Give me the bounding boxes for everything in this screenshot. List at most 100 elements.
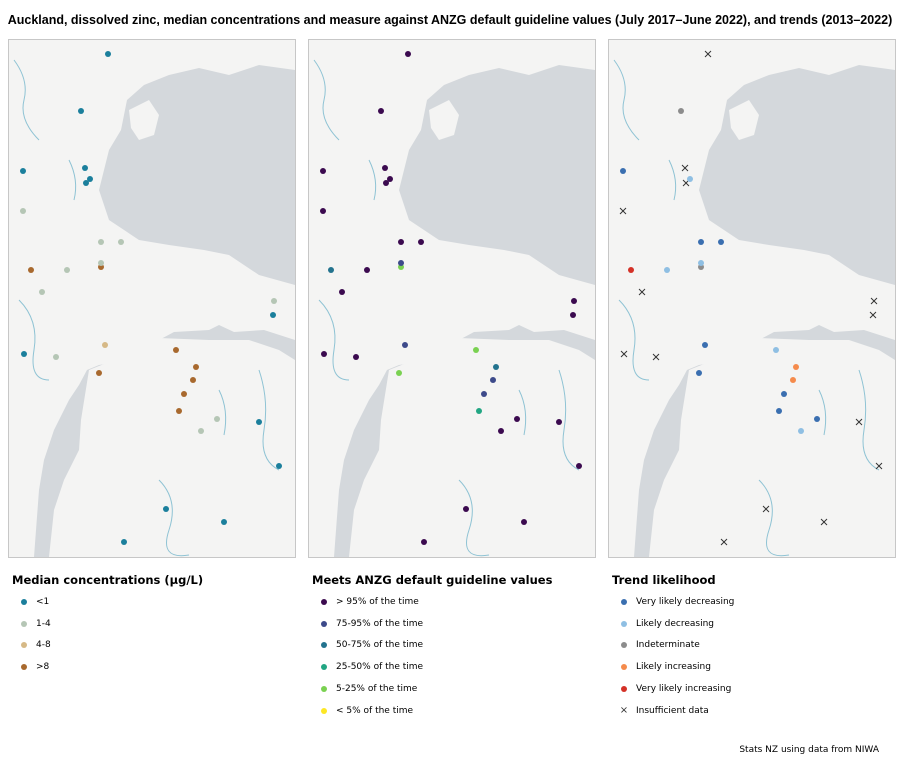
site-marker[interactable]: [270, 312, 276, 318]
site-marker[interactable]: [696, 370, 702, 376]
site-marker-insufficient-data[interactable]: [820, 518, 828, 526]
site-marker[interactable]: [678, 108, 684, 114]
site-marker[interactable]: [664, 267, 670, 273]
site-marker[interactable]: [78, 108, 84, 114]
site-marker[interactable]: [418, 239, 424, 245]
site-marker[interactable]: [163, 506, 169, 512]
site-marker[interactable]: [383, 180, 389, 186]
site-marker[interactable]: [398, 239, 404, 245]
dot-icon: [621, 642, 627, 649]
site-marker[interactable]: [98, 239, 104, 245]
site-marker[interactable]: [463, 506, 469, 512]
site-marker[interactable]: [421, 539, 427, 545]
site-marker-insufficient-data[interactable]: [638, 288, 646, 296]
site-marker[interactable]: [181, 391, 187, 397]
site-marker[interactable]: [82, 165, 88, 171]
site-marker[interactable]: [387, 176, 393, 182]
site-marker[interactable]: [493, 364, 499, 370]
site-marker[interactable]: [221, 519, 227, 525]
site-marker[interactable]: [214, 416, 220, 422]
site-marker[interactable]: [96, 370, 102, 376]
site-marker[interactable]: [353, 354, 359, 360]
site-marker[interactable]: [173, 347, 179, 353]
site-marker[interactable]: [190, 377, 196, 383]
site-marker[interactable]: [64, 267, 70, 273]
site-marker[interactable]: [256, 419, 262, 425]
site-marker[interactable]: [698, 260, 704, 266]
site-marker[interactable]: [321, 351, 327, 357]
site-marker[interactable]: [121, 539, 127, 545]
site-marker-insufficient-data[interactable]: [875, 462, 883, 470]
site-marker-insufficient-data[interactable]: [619, 207, 627, 215]
site-marker[interactable]: [118, 239, 124, 245]
site-marker[interactable]: [83, 180, 89, 186]
site-marker[interactable]: [276, 463, 282, 469]
site-marker[interactable]: [473, 347, 479, 353]
site-marker[interactable]: [793, 364, 799, 370]
site-marker[interactable]: [702, 342, 708, 348]
site-marker[interactable]: [773, 347, 779, 353]
site-marker[interactable]: [396, 370, 402, 376]
site-marker[interactable]: [20, 168, 26, 174]
site-marker[interactable]: [798, 428, 804, 434]
site-marker[interactable]: [402, 342, 408, 348]
site-marker-insufficient-data[interactable]: [855, 418, 863, 426]
site-marker[interactable]: [718, 239, 724, 245]
site-marker[interactable]: [790, 377, 796, 383]
map-panel-trend[interactable]: [608, 39, 896, 558]
site-marker-insufficient-data[interactable]: [870, 297, 878, 305]
site-marker-insufficient-data[interactable]: [720, 538, 728, 546]
site-marker[interactable]: [776, 408, 782, 414]
site-marker-insufficient-data[interactable]: [652, 353, 660, 361]
site-marker[interactable]: [98, 260, 104, 266]
site-marker[interactable]: [105, 51, 111, 57]
legend-item: < 5% of the time: [312, 700, 552, 722]
site-marker[interactable]: [102, 342, 108, 348]
site-marker-insufficient-data[interactable]: [681, 164, 689, 172]
site-marker[interactable]: [20, 208, 26, 214]
site-marker[interactable]: [378, 108, 384, 114]
site-marker[interactable]: [198, 428, 204, 434]
site-marker[interactable]: [398, 260, 404, 266]
site-marker[interactable]: [570, 312, 576, 318]
legend-item: Likely increasing: [612, 656, 734, 678]
site-marker[interactable]: [476, 408, 482, 414]
site-marker[interactable]: [628, 267, 634, 273]
site-marker[interactable]: [514, 416, 520, 422]
dot-marker-icon: [612, 642, 636, 649]
site-marker[interactable]: [176, 408, 182, 414]
site-marker[interactable]: [39, 289, 45, 295]
map-panel-guideline[interactable]: [308, 39, 596, 558]
site-marker[interactable]: [271, 298, 277, 304]
site-marker-insufficient-data[interactable]: [704, 50, 712, 58]
site-marker[interactable]: [687, 176, 693, 182]
site-marker[interactable]: [328, 267, 334, 273]
site-marker[interactable]: [814, 416, 820, 422]
site-marker[interactable]: [490, 377, 496, 383]
site-marker-insufficient-data[interactable]: [762, 505, 770, 513]
site-marker[interactable]: [320, 208, 326, 214]
site-marker[interactable]: [53, 354, 59, 360]
site-marker[interactable]: [193, 364, 199, 370]
site-marker[interactable]: [521, 519, 527, 525]
site-marker[interactable]: [698, 239, 704, 245]
site-marker[interactable]: [320, 168, 326, 174]
site-marker[interactable]: [576, 463, 582, 469]
site-marker[interactable]: [498, 428, 504, 434]
site-marker[interactable]: [571, 298, 577, 304]
site-marker[interactable]: [382, 165, 388, 171]
map-panel-median[interactable]: [8, 39, 296, 558]
site-marker[interactable]: [339, 289, 345, 295]
site-marker[interactable]: [620, 168, 626, 174]
legend-item: <1: [12, 591, 203, 613]
site-marker-insufficient-data[interactable]: [620, 350, 628, 358]
site-marker-insufficient-data[interactable]: [869, 311, 877, 319]
site-marker[interactable]: [21, 351, 27, 357]
site-marker[interactable]: [781, 391, 787, 397]
site-marker[interactable]: [556, 419, 562, 425]
site-marker[interactable]: [28, 267, 34, 273]
site-marker[interactable]: [87, 176, 93, 182]
site-marker[interactable]: [364, 267, 370, 273]
site-marker[interactable]: [481, 391, 487, 397]
site-marker[interactable]: [405, 51, 411, 57]
